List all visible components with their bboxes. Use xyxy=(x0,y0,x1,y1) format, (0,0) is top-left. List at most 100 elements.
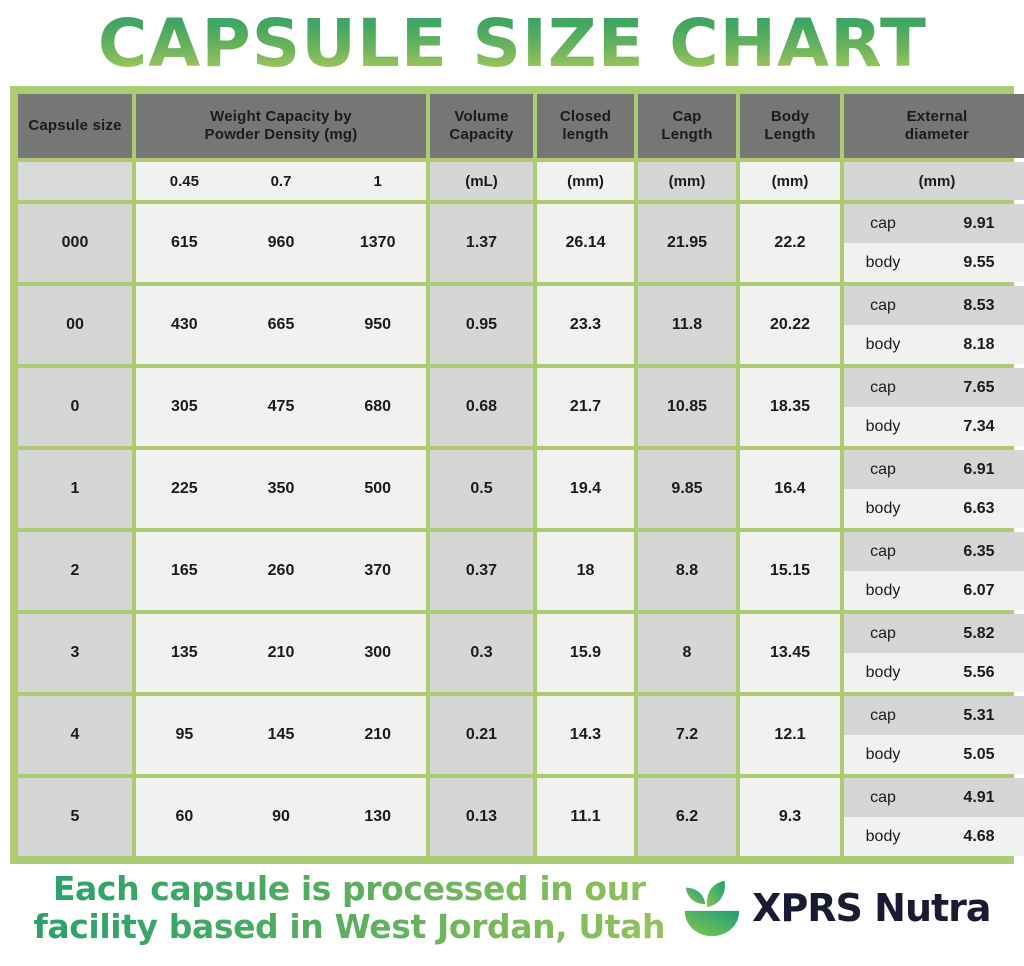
external-diameter-cap-row: cap 4.91 xyxy=(844,778,1024,817)
header-weight-capacity: Weight Capacity by Powder Density (mg) xyxy=(136,94,426,158)
table-row: 3 135 210 300 0.3 15.9 8 13.45 cap 5.82 body 5.56 xyxy=(18,614,1024,692)
cell-weight-045: 225 xyxy=(170,480,198,497)
cell-volume-capacity: 0.95 xyxy=(430,286,533,364)
cell-closed-length: 26.14 xyxy=(537,204,634,282)
unit-volume-capacity: (mL) xyxy=(430,162,533,200)
table-units-row: 0.45 0.7 1 (mL) (mm) (mm) (mm) (mm) xyxy=(18,162,1024,200)
unit-capsule-size xyxy=(18,162,132,200)
cell-weight-045: 135 xyxy=(170,644,198,661)
external-cap-label: cap xyxy=(870,296,896,314)
cell-weight-1: 370 xyxy=(364,562,392,579)
external-body-value: 6.63 xyxy=(963,499,995,517)
cell-capsule-size: 000 xyxy=(18,204,132,282)
cell-weight-07: 475 xyxy=(267,398,295,415)
footer-tagline: Each capsule is processed in our facilit… xyxy=(33,868,666,946)
cell-volume-capacity: 0.68 xyxy=(430,368,533,446)
table-row: 1 225 350 500 0.5 19.4 9.85 16.4 cap 6.91 body 6.63 xyxy=(18,450,1024,528)
external-cap-label: cap xyxy=(870,788,896,806)
cell-cap-length: 7.2 xyxy=(638,696,736,774)
cell-cap-length: 21.95 xyxy=(638,204,736,282)
cell-body-length: 13.45 xyxy=(740,614,840,692)
external-body-label: body xyxy=(865,663,901,681)
table-body: 000 615 960 1370 1.37 26.14 21.95 22.2 cap 9.91 bo… xyxy=(18,204,1024,856)
cell-capsule-size: 5 xyxy=(18,778,132,856)
cell-closed-length: 18 xyxy=(537,532,634,610)
unit-density-045: 0.45 xyxy=(169,172,199,190)
cell-weight-capacity-group: 430 665 950 xyxy=(136,286,426,364)
external-body-label: body xyxy=(865,499,901,517)
header-external-diameter: External diameter xyxy=(844,94,1024,158)
unit-external-diameter: (mm) xyxy=(844,162,1024,200)
cell-weight-capacity-group: 95 145 210 xyxy=(136,696,426,774)
cell-weight-045: 165 xyxy=(170,562,198,579)
cell-external-diameter: cap 5.31 body 5.05 xyxy=(844,696,1024,774)
cell-external-diameter: cap 6.35 body 6.07 xyxy=(844,532,1024,610)
external-diameter-cap-row: cap 7.65 xyxy=(844,368,1024,407)
cell-volume-capacity: 0.21 xyxy=(430,696,533,774)
external-body-value: 9.55 xyxy=(963,253,995,271)
cell-cap-length: 11.8 xyxy=(638,286,736,364)
header-body-length: Body Length xyxy=(740,94,840,158)
cell-capsule-size: 00 xyxy=(18,286,132,364)
cell-closed-length: 14.3 xyxy=(537,696,634,774)
cell-weight-1: 500 xyxy=(364,480,392,497)
cell-weight-07: 210 xyxy=(267,644,295,661)
cell-weight-capacity-group: 60 90 130 xyxy=(136,778,426,856)
cell-external-diameter: cap 4.91 body 4.68 xyxy=(844,778,1024,856)
cell-cap-length: 8.8 xyxy=(638,532,736,610)
cell-external-diameter: cap 5.82 body 5.56 xyxy=(844,614,1024,692)
cell-weight-045: 305 xyxy=(170,398,198,415)
table-row: 00 430 665 950 0.95 23.3 11.8 20.22 cap 8.53 body 8… xyxy=(18,286,1024,364)
cell-capsule-size: 0 xyxy=(18,368,132,446)
external-diameter-cap-row: cap 6.35 xyxy=(844,532,1024,571)
cell-body-length: 16.4 xyxy=(740,450,840,528)
cell-external-diameter: cap 6.91 body 6.63 xyxy=(844,450,1024,528)
cell-weight-045: 615 xyxy=(170,234,198,251)
cell-weight-capacity-group: 225 350 500 xyxy=(136,450,426,528)
external-cap-value: 5.82 xyxy=(963,624,995,642)
external-cap-value: 7.65 xyxy=(963,378,995,396)
unit-density-1: 1 xyxy=(373,172,382,190)
cell-weight-1: 1370 xyxy=(359,234,396,251)
header-cap-length: Cap Length xyxy=(638,94,736,158)
table-row: 000 615 960 1370 1.37 26.14 21.95 22.2 cap 9.91 bo… xyxy=(18,204,1024,282)
brand-logo: XPRS Nutra xyxy=(681,877,992,939)
cell-weight-1: 130 xyxy=(364,808,392,825)
cell-body-length: 18.35 xyxy=(740,368,840,446)
external-cap-label: cap xyxy=(870,624,896,642)
cell-closed-length: 21.7 xyxy=(537,368,634,446)
table-row: 2 165 260 370 0.37 18 8.8 15.15 cap 6.35 body 6.07 xyxy=(18,532,1024,610)
cell-weight-capacity-group: 165 260 370 xyxy=(136,532,426,610)
cell-cap-length: 8 xyxy=(638,614,736,692)
unit-closed-length: (mm) xyxy=(537,162,634,200)
external-body-label: body xyxy=(865,335,901,353)
cell-weight-1: 680 xyxy=(364,398,392,415)
cell-closed-length: 15.9 xyxy=(537,614,634,692)
external-cap-label: cap xyxy=(870,214,896,232)
cell-cap-length: 6.2 xyxy=(638,778,736,856)
capsule-size-table-container: Capsule size Weight Capacity by Powder D… xyxy=(10,86,1024,864)
cell-capsule-size: 2 xyxy=(18,532,132,610)
external-diameter-body-row: body 5.56 xyxy=(844,653,1024,692)
unit-cap-length: (mm) xyxy=(638,162,736,200)
external-cap-label: cap xyxy=(870,706,896,724)
external-diameter-cap-row: cap 8.53 xyxy=(844,286,1024,325)
cell-cap-length: 9.85 xyxy=(638,450,736,528)
cell-capsule-size: 1 xyxy=(18,450,132,528)
external-cap-value: 6.35 xyxy=(963,542,995,560)
cell-weight-07: 350 xyxy=(267,480,295,497)
external-body-label: body xyxy=(865,745,901,763)
external-cap-value: 6.91 xyxy=(963,460,995,478)
cell-weight-045: 95 xyxy=(175,726,194,743)
cell-capsule-size: 3 xyxy=(18,614,132,692)
external-body-value: 7.34 xyxy=(963,417,995,435)
brand-name: XPRS Nutra xyxy=(752,886,991,930)
external-diameter-cap-row: cap 5.82 xyxy=(844,614,1024,653)
cell-weight-045: 60 xyxy=(175,808,194,825)
external-diameter-body-row: body 5.05 xyxy=(844,735,1024,774)
cell-weight-capacity-group: 135 210 300 xyxy=(136,614,426,692)
cell-volume-capacity: 1.37 xyxy=(430,204,533,282)
cell-closed-length: 11.1 xyxy=(537,778,634,856)
cell-body-length: 20.22 xyxy=(740,286,840,364)
